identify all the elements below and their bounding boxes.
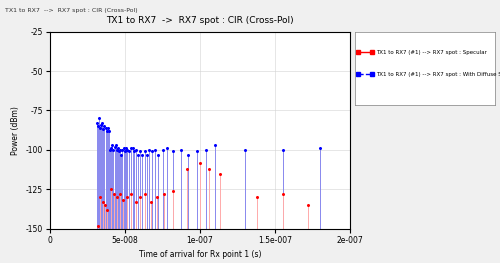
Title: TX1 to RX7  ->  RX7 spot : CIR (Cross-Pol): TX1 to RX7 -> RX7 spot : CIR (Cross-Pol)	[106, 16, 294, 25]
Y-axis label: Power (dBm): Power (dBm)	[11, 106, 20, 155]
Text: TX1 to RX7 (#1) --> RX7 spot : Specular: TX1 to RX7 (#1) --> RX7 spot : Specular	[376, 50, 487, 55]
Text: TX1 to RX7  -->  RX7 spot : CIR (Cross-Pol): TX1 to RX7 --> RX7 spot : CIR (Cross-Pol…	[5, 8, 138, 13]
Text: TX1 to RX7 (#1) --> RX7 spot : With Diffuse Scatter: TX1 to RX7 (#1) --> RX7 spot : With Diff…	[376, 72, 500, 77]
X-axis label: Time of arrival for Rx point 1 (s): Time of arrival for Rx point 1 (s)	[139, 250, 261, 259]
